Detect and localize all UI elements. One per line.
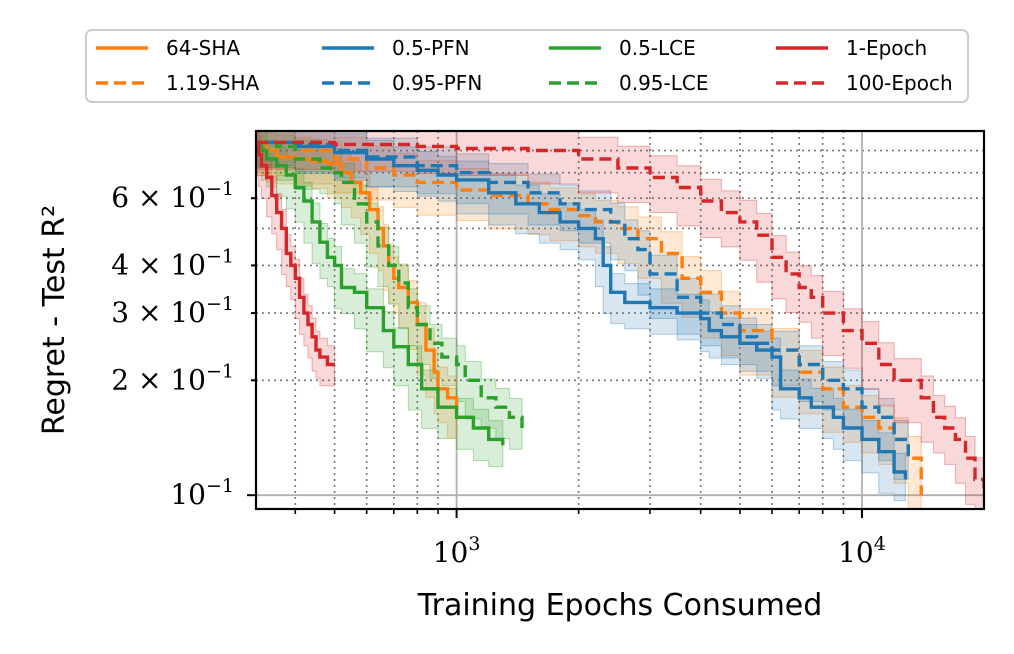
x-axis-label: Training Epochs Consumed <box>417 588 823 623</box>
legend-label: 0.5-LCE <box>619 36 696 60</box>
plot-area: 103 104 6 × 10−1 4 × 10−1 3 × 10−1 2 × 10−1 10… <box>111 129 986 569</box>
band-0.95-PFN <box>256 131 909 480</box>
legend-label: 0.95-LCE <box>619 71 709 95</box>
y-tick-label: 2 × 10−1 <box>111 360 234 396</box>
y-tick-label: 10−1 <box>170 475 234 511</box>
legend-label: 64-SHA <box>166 36 240 60</box>
y-tick-label: 3 × 10−1 <box>111 293 234 329</box>
legend-frame <box>85 29 969 103</box>
legend-label: 0.5-PFN <box>392 36 470 60</box>
legend-label: 0.95-PFN <box>392 71 482 95</box>
legend-label: 1.19-SHA <box>166 71 259 95</box>
y-tick-label: 6 × 10−1 <box>111 178 234 214</box>
series-line-100-Epoch <box>256 140 984 496</box>
y-tick-label: 4 × 10−1 <box>111 245 234 281</box>
series-line-0.95-PFN <box>256 140 910 459</box>
legend-label: 1-Epoch <box>846 36 927 60</box>
axis-ticks: 103 104 6 × 10−1 4 × 10−1 3 × 10−1 2 × 10−1 10… <box>111 178 886 569</box>
series-line-1-Epoch <box>256 140 335 367</box>
legend: 64-SHA 1.19-SHA 0.5-PFN 0.95-PFN 0.5-LCE 0.95… <box>85 29 969 103</box>
band-0.95-LCE <box>256 131 523 450</box>
band-0.5-LCE <box>256 131 504 468</box>
series-line-0.5-LCE <box>256 140 505 446</box>
y-axis-label: Regret - Test R² <box>37 205 72 435</box>
x-tick-label: 103 <box>433 533 481 569</box>
plot-frame <box>254 129 986 511</box>
legend-label: 100-Epoch <box>846 71 953 95</box>
series-line-0.5-PFN <box>256 140 908 480</box>
series-line-0.95-LCE <box>256 140 524 428</box>
x-tick-label: 104 <box>838 533 886 569</box>
